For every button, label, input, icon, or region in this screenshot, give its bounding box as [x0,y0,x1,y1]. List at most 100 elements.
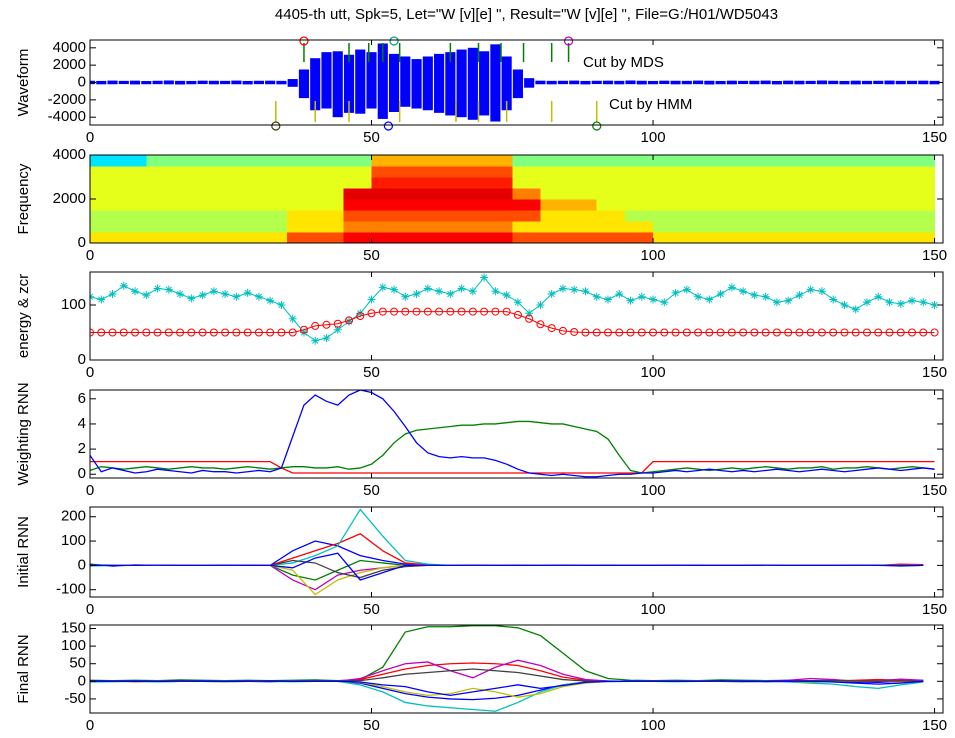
heatmap-cell [653,177,682,189]
waveform-envelope [186,80,197,85]
marker [761,292,770,301]
hmm-marker [592,121,602,131]
heatmap-cell [287,210,316,222]
heatmap-cell [568,188,598,200]
axes-background [90,625,943,713]
heatmap-cell [765,199,795,211]
marker [817,328,826,337]
series-line [90,680,924,697]
heatmap-cell [821,177,851,189]
marker [862,298,871,307]
marker [378,307,387,316]
marker [468,307,477,316]
heatmap-cell [568,210,598,222]
marker [412,307,421,316]
heatmap-cell [765,155,795,167]
heatmap-cell [793,155,823,167]
waveform-envelope [569,80,580,85]
axes-frame [89,506,944,598]
marker [142,328,151,337]
heatmap-cell [596,166,626,178]
heatmap-cell [765,221,795,233]
heatmap-cell [653,199,682,211]
y-tick-label: 0 [78,73,86,90]
marker [649,328,658,337]
heatmap-cell [343,210,373,222]
marker [626,296,635,305]
marker [761,328,770,337]
marker [108,290,117,298]
heatmap-cell [371,155,401,167]
plot-area [90,155,936,243]
heatmap-cell [399,166,429,178]
heatmap-cell [653,188,682,200]
y-tick-label: 2000 [53,190,86,207]
x-tick-label: 100 [641,364,666,381]
heatmap-cell [709,177,738,189]
y-tick-label: 100 [61,637,86,654]
heatmap-cell [906,166,936,178]
heatmap-cell [118,177,147,189]
waveform-envelope [659,80,670,85]
heatmap-cell [230,188,260,200]
marker [772,328,781,337]
marker [885,328,894,337]
heatmap-cell [258,155,288,167]
heatmap-cell [737,155,767,167]
y-tick-label: 0 [78,465,86,482]
series-line [90,311,935,333]
marker [277,301,286,309]
waveform-envelope [524,78,535,88]
heatmap-cell [427,232,457,243]
waveform-envelope [456,49,467,118]
waveform-envelope [490,44,501,122]
heatmap-cell [568,177,598,189]
marker [919,298,928,307]
heatmap-cell [427,210,457,222]
heatmap-cell [540,221,570,233]
marker [209,287,218,296]
marker [536,320,545,329]
heatmap-cell [624,188,654,200]
heatmap-cell [512,166,541,178]
heatmap-cell [906,177,936,189]
heatmap-cell [90,166,119,178]
heatmap-cell [484,199,513,211]
marker [502,291,511,300]
marker [829,328,838,337]
heatmap-cell [512,199,541,211]
marker [378,283,387,292]
marker [727,328,736,337]
marker [671,328,680,337]
waveform-envelope [850,80,861,85]
heatmap-cell [174,199,204,211]
marker [615,328,624,337]
x-tick-label: 50 [363,364,380,381]
marker [90,328,94,337]
heatmap-cell [146,188,175,200]
heatmap-cell [850,232,879,243]
waveform-envelope [760,80,771,85]
heatmap-cell [681,155,710,167]
heatmap-cell [878,221,907,233]
y-tick-label: 0 [78,234,86,251]
heatmap-cell [484,221,513,233]
marker [277,328,286,337]
heatmap-cell [399,188,429,200]
heatmap-cell [821,221,851,233]
heatmap-cell [90,221,119,233]
x-tick-label: 100 [641,129,666,146]
heatmap-cell [230,210,260,222]
heatmap-cell [878,177,907,189]
marker [525,314,534,323]
mds-marker [389,36,399,46]
mds-marker [563,36,574,46]
y-tick-label: 6 [78,390,86,407]
marker [513,298,522,307]
marker [344,316,353,325]
y-axis-label: Initial RNN [15,516,32,588]
heatmap-cell [821,232,851,243]
mds-marker [299,36,309,46]
marker [322,334,331,342]
heatmap-cell [681,177,710,189]
